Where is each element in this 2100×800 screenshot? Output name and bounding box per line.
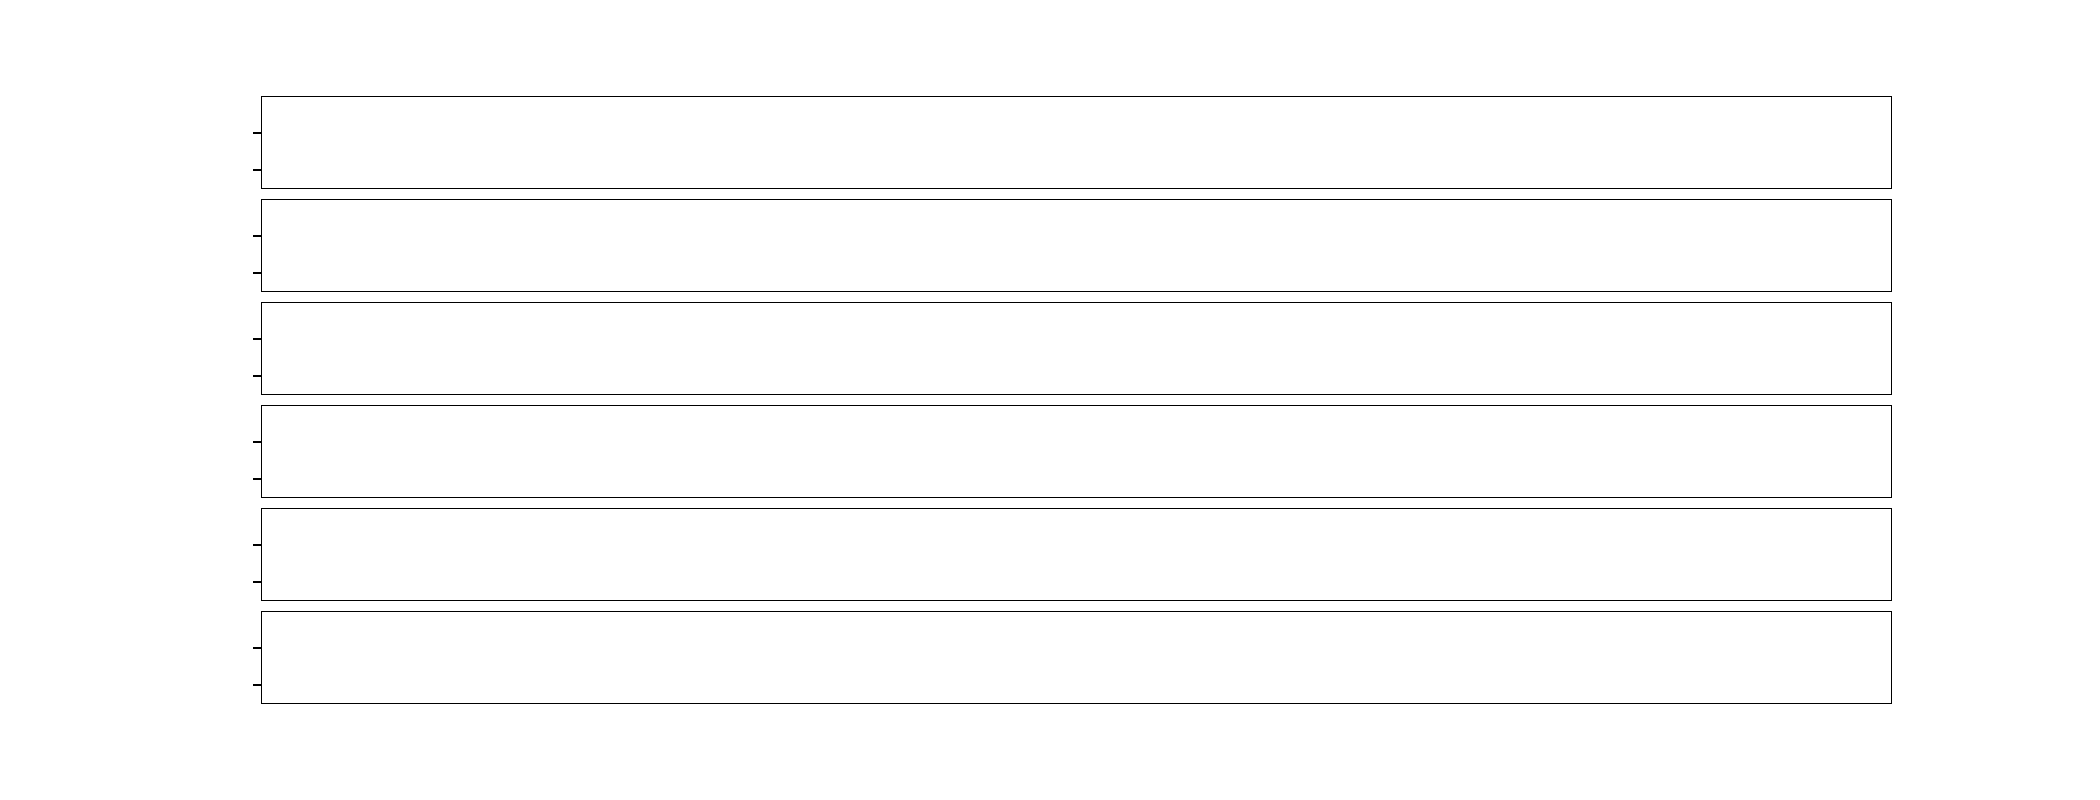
x-axis [261,704,1892,746]
spectrogram-panel [261,199,1892,292]
spectrogram-panel [261,302,1892,395]
spectrogram-panel [261,96,1892,189]
spectrogram-canvas [262,509,1891,600]
spectrogram-canvas [262,303,1891,394]
spectrogram-canvas [262,200,1891,291]
spectrogram-panel-row [253,611,1892,704]
y-tick-mark [253,272,261,274]
spectrogram-panel [261,611,1892,704]
spectrogram-panel-row [253,405,1892,498]
y-tick-mark [253,647,261,649]
spectrogram-panel-row [253,96,1892,189]
y-tick-mark [253,478,261,480]
spectrogram-panel-row [253,508,1892,601]
y-tick-mark [253,235,261,237]
spectrogram-panel-row [253,199,1892,292]
spectrogram-canvas [262,406,1891,497]
spectrogram-canvas [262,612,1891,703]
y-tick-mark [253,581,261,583]
y-tick-mark [253,684,261,686]
y-tick-mark [253,441,261,443]
y-tick-mark [253,375,261,377]
spectrogram-canvas [262,97,1891,188]
y-tick-mark [253,132,261,134]
y-tick-mark [253,169,261,171]
y-tick-mark [253,544,261,546]
spectrogram-panel [261,405,1892,498]
y-tick-mark [253,338,261,340]
spectrogram-panel [261,508,1892,601]
spectrogram-panel-row [253,302,1892,395]
